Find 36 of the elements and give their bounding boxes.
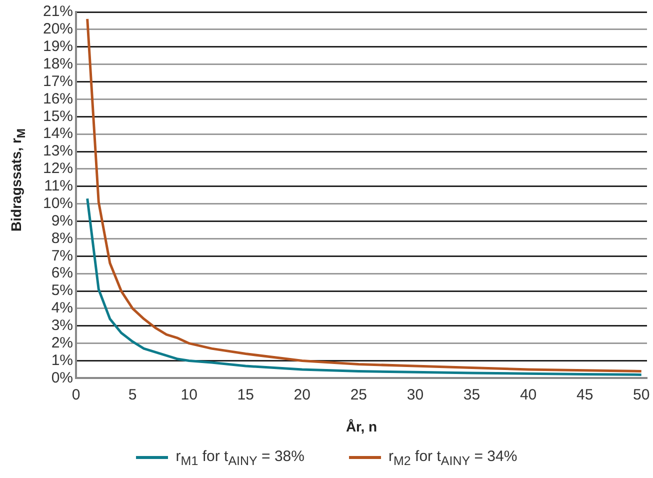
y-tick-label: 19% [42,38,74,56]
y-tick-label: 8% [51,230,74,247]
y-tick-label: 14% [42,125,74,142]
x-tick-label: 45 [576,386,594,404]
x-tick-label: 15 [237,386,254,404]
x-axis-title: År, n [346,418,378,434]
y-tick-label: 1% [51,352,74,369]
x-tick-label: 20 [294,386,310,404]
y-tick-label: 11% [44,178,74,195]
x-tick-label: 5 [128,386,137,404]
x-tick-label: 30 [406,386,424,404]
y-tick-label: 18% [42,55,74,72]
y-tick-label: 2% [51,334,74,352]
x-tick-label: 0 [72,386,80,404]
y-tick-label: 13% [42,142,74,160]
y-tick-label: 9% [51,212,74,230]
y-tick-label: 4% [51,300,74,317]
y-tick-label: 10% [42,194,74,212]
x-tick-label: 50 [633,386,650,404]
y-tick-label: 6% [51,264,74,282]
x-tick-label: 40 [520,386,537,404]
y-tick-label: 21% [42,3,74,20]
y-tick-label: 15% [42,108,74,125]
y-tick-label: 3% [51,317,74,334]
x-tick-label: 25 [350,386,368,404]
y-tick-label: 7% [51,247,74,264]
x-tick-label: 10 [180,386,198,404]
y-tick-label: 0% [51,369,74,386]
y-tick-label: 12% [42,160,74,178]
legend-label: r$_{M1}$ for t$_{AINY}$ = 38% [174,448,304,468]
y-tick-label: 20% [42,20,74,38]
y-tick-label: 5% [51,282,74,300]
legend-label: r$_{M2}$ for t$_{AINY}$ = 34% [388,448,518,468]
y-tick-label: 17% [42,72,74,90]
x-tick-label: 35 [463,386,480,404]
y-tick-label: 16% [42,90,74,108]
